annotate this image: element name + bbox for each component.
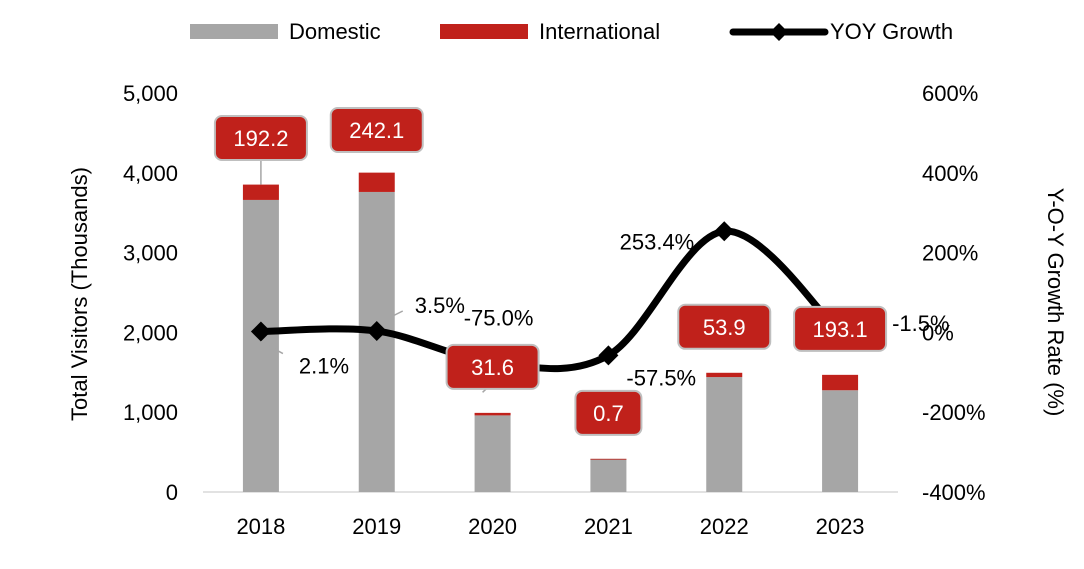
bar-domestic [358,191,395,492]
y2-tick-label: 0% [922,320,954,345]
legend-label-yoy: YOY Growth [830,19,953,44]
intl-label-box [329,107,424,153]
growth-marker [250,321,271,342]
y2-axis-ticks: -400% -200% 0% 200% 400% 600% [922,81,986,505]
y-axis-title: Total Visitors (Thousands) [67,167,92,421]
bar-domestic [474,415,511,492]
intl-label: 193.1 [813,317,868,342]
x-tick-label: 2019 [352,514,401,539]
y2-tick-label: -400% [922,480,986,505]
y-tick-label: 1,000 [123,400,178,425]
x-tick-label: 2022 [700,514,749,539]
international-labels: 192.2 242.1 31.6 0.7 53.9 193.1 [213,107,888,436]
x-tick-label: 2018 [236,514,285,539]
intl-label: 53.9 [703,315,746,340]
growth-labels: 2.1% 3.5%-75.0% -57.5% 253.4% -1.5% [260,229,950,393]
growth-label: 3.5% [415,293,465,318]
bar-domestic [242,199,279,492]
growth-marker [366,321,387,342]
legend: Domestic International YOY Growth [190,19,953,44]
y2-tick-label: 400% [922,161,978,186]
intl-label: 31.6 [471,355,514,380]
y-tick-label: 3,000 [123,241,178,266]
intl-label: 0.7 [593,401,624,426]
growth-label: -75.0% [464,305,534,330]
y-tick-label: 5,000 [123,81,178,106]
intl-label: 242.1 [349,118,404,143]
y2-axis-title: Y-O-Y Growth Rate (%) [1043,188,1068,417]
bars [242,172,859,492]
bar-international [822,374,859,391]
bar-domestic [706,377,743,492]
growth-label: 2.1% [299,354,349,379]
growth-label-leader [390,310,404,318]
bar-international [590,458,627,460]
intl-label-box [574,389,643,436]
legend-label-domestic: Domestic [289,19,381,44]
y2-tick-label: 600% [922,81,978,106]
growth-marker [714,221,735,242]
intl-label-box [213,115,308,161]
intl-label-box [677,303,772,350]
legend-swatch-domestic [190,24,278,39]
bar-international [474,412,511,416]
growth-marker [598,345,619,366]
y-axis-ticks: 0 1,000 2,000 3,000 4,000 5,000 [123,81,178,505]
intl-label-box [445,343,540,390]
y-tick-label: 2,000 [123,320,178,345]
bar-domestic [822,390,859,492]
growth-label-leader [260,340,284,355]
intl-label-box [793,305,888,352]
y-tick-label: 4,000 [123,161,178,186]
legend-marker-yoy [770,23,788,41]
x-tick-label: 2021 [584,514,633,539]
x-tick-label: 2023 [816,514,865,539]
y2-tick-label: 200% [922,241,978,266]
legend-swatch-international [440,24,528,39]
growth-label: -1.5% [892,311,949,336]
y-tick-label: 0 [166,480,178,505]
growth-label: -57.5% [626,365,696,390]
intl-label: 192.2 [233,126,288,151]
y2-tick-label: -200% [922,400,986,425]
bar-international [242,184,279,200]
bar-international [706,372,743,378]
bar-international [358,172,395,192]
x-axis-ticks: 2018 2019 2020 2021 2022 2023 [236,514,864,539]
bar-domestic [590,458,627,492]
legend-label-international: International [539,19,660,44]
growth-label: 253.4% [620,229,695,254]
x-tick-label: 2020 [468,514,517,539]
